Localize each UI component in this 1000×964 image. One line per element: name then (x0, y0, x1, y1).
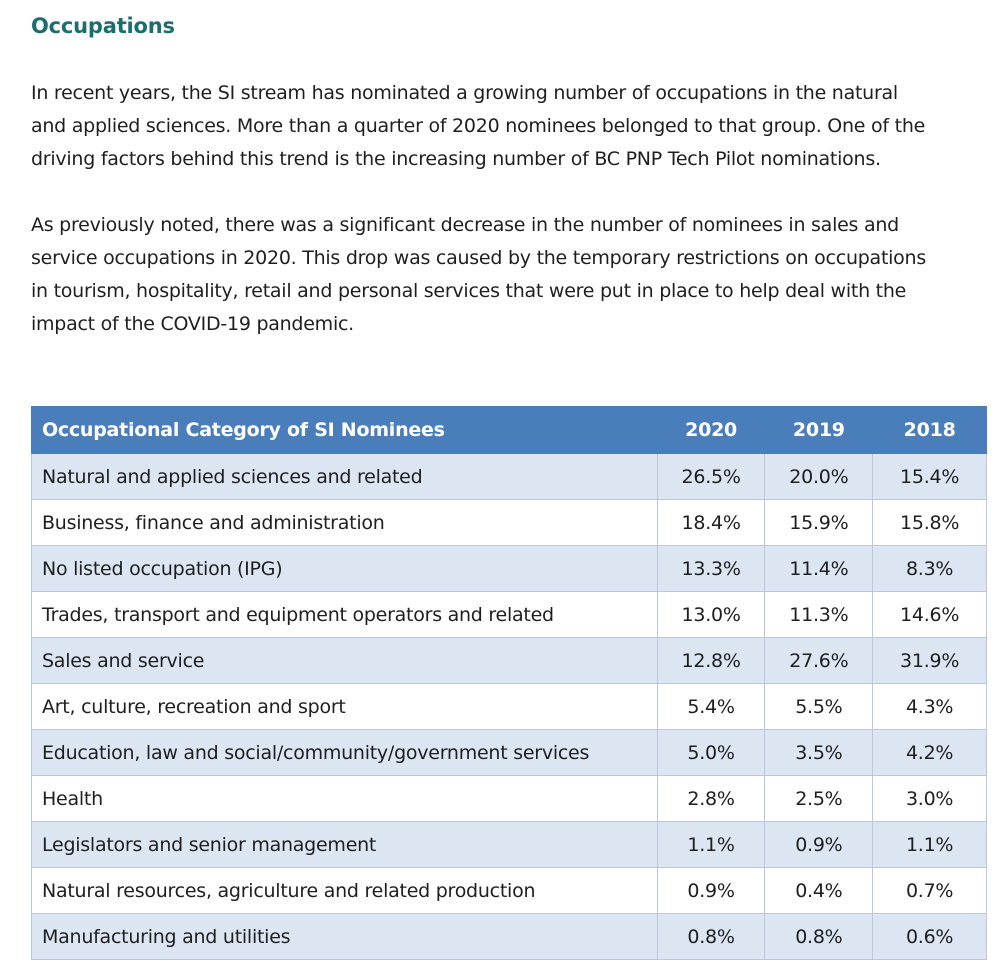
cell-2019: 0.8% (764, 913, 874, 960)
cell-2020: 18.4% (656, 499, 766, 546)
table-row: Sales and service 12.8% 27.6% 31.9% (31, 637, 987, 684)
cell-category: Trades, transport and equipment operator… (31, 591, 658, 638)
cell-category: Art, culture, recreation and sport (31, 683, 658, 730)
paragraph-line: In recent years, the SI stream has nomin… (31, 82, 898, 104)
column-header-2020: 2020 (656, 406, 766, 454)
cell-category: No listed occupation (IPG) (31, 545, 658, 592)
cell-2020: 26.5% (656, 453, 766, 500)
table-row: Manufacturing and utilities 0.8% 0.8% 0.6% (31, 913, 987, 960)
cell-category: Manufacturing and utilities (31, 913, 658, 960)
cell-category: Sales and service (31, 637, 658, 684)
cell-category: Business, finance and administration (31, 499, 658, 546)
cell-2018: 1.1% (872, 821, 987, 868)
cell-2018: 0.6% (872, 913, 987, 960)
paragraph-line: in tourism, hospitality, retail and pers… (31, 280, 907, 302)
cell-2019: 11.4% (764, 545, 874, 592)
cell-2019: 27.6% (764, 637, 874, 684)
table-row: Trades, transport and equipment operator… (31, 591, 987, 638)
cell-category: Legislators and senior management (31, 821, 658, 868)
cell-2020: 13.0% (656, 591, 766, 638)
cell-2018: 15.8% (872, 499, 987, 546)
cell-2019: 15.9% (764, 499, 874, 546)
cell-2018: 8.3% (872, 545, 987, 592)
table-header-row: Occupational Category of SI Nominees 202… (31, 406, 987, 454)
cell-2020: 5.4% (656, 683, 766, 730)
table-row: Art, culture, recreation and sport 5.4% 5.… (31, 683, 987, 730)
paragraph-line: As previously noted, there was a signifi… (31, 214, 899, 236)
cell-2019: 5.5% (764, 683, 874, 730)
paragraph-line: impact of the COVID-19 pandemic. (31, 313, 354, 335)
cell-category: Natural resources, agriculture and relat… (31, 867, 658, 914)
column-header-category: Occupational Category of SI Nominees (31, 406, 658, 454)
table-body: Natural and applied sciences and related… (31, 453, 987, 960)
cell-2018: 0.7% (872, 867, 987, 914)
table-row: Business, finance and administration 18.4… (31, 499, 987, 546)
section-heading: Occupations (31, 14, 175, 38)
cell-2018: 4.2% (872, 729, 987, 776)
cell-2018: 31.9% (872, 637, 987, 684)
cell-2019: 3.5% (764, 729, 874, 776)
cell-category: Natural and applied sciences and related (31, 453, 658, 500)
cell-2020: 1.1% (656, 821, 766, 868)
column-header-2018: 2018 (872, 406, 987, 454)
cell-2018: 3.0% (872, 775, 987, 822)
cell-2020: 2.8% (656, 775, 766, 822)
table-row: No listed occupation (IPG) 13.3% 11.4% 8.3% (31, 545, 987, 592)
paragraph-line: service occupations in 2020. This drop w… (31, 247, 926, 269)
paragraph-line: driving factors behind this trend is the… (31, 148, 881, 170)
cell-category: Health (31, 775, 658, 822)
cell-2019: 11.3% (764, 591, 874, 638)
table-row: Natural and applied sciences and related… (31, 453, 987, 500)
cell-2020: 13.3% (656, 545, 766, 592)
cell-2020: 0.9% (656, 867, 766, 914)
cell-2019: 0.4% (764, 867, 874, 914)
intro-paragraph: In recent years, the SI stream has nomin… (31, 77, 991, 176)
cell-category: Education, law and social/community/gove… (31, 729, 658, 776)
cell-2018: 15.4% (872, 453, 987, 500)
cell-2019: 0.9% (764, 821, 874, 868)
table-row: Education, law and social/community/gove… (31, 729, 987, 776)
cell-2020: 12.8% (656, 637, 766, 684)
cell-2018: 14.6% (872, 591, 987, 638)
column-header-2019: 2019 (764, 406, 874, 454)
table-row: Health 2.8% 2.5% 3.0% (31, 775, 987, 822)
cell-2020: 0.8% (656, 913, 766, 960)
cell-2019: 20.0% (764, 453, 874, 500)
occupations-table: Occupational Category of SI Nominees 202… (31, 406, 987, 960)
cell-2019: 2.5% (764, 775, 874, 822)
paragraph-line: and applied sciences. More than a quarte… (31, 115, 926, 137)
table-row: Legislators and senior management 1.1% 0.9… (31, 821, 987, 868)
cell-2020: 5.0% (656, 729, 766, 776)
covid-paragraph: As previously noted, there was a signifi… (31, 209, 991, 341)
cell-2018: 4.3% (872, 683, 987, 730)
table-row: Natural resources, agriculture and relat… (31, 867, 987, 914)
